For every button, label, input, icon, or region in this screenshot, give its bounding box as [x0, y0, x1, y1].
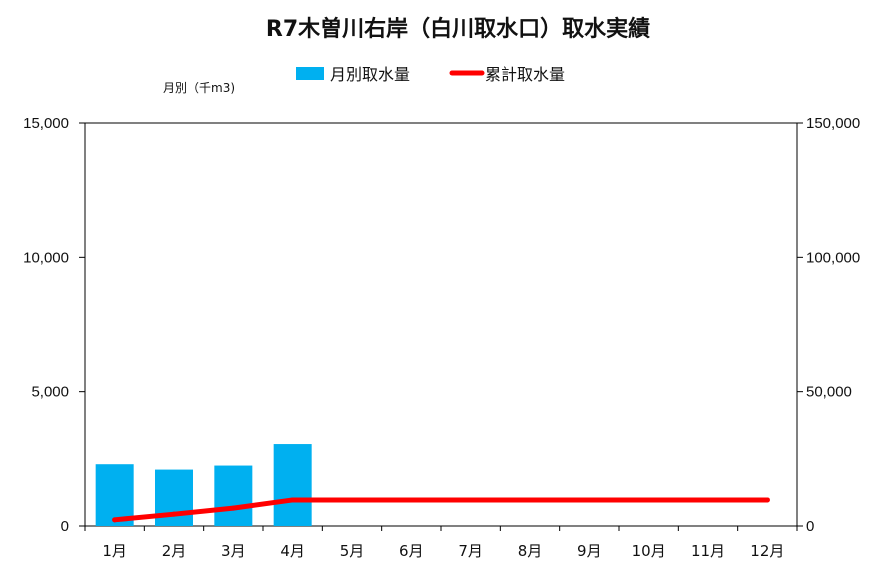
cumulative-point-1月: [112, 517, 118, 523]
left-axis-unit-label: 月別（千m3): [163, 81, 235, 95]
left-tick-label: 0: [61, 518, 69, 535]
x-axis: 1月 2月 3月 4月 5月 6月 7月 8月 9月 10月 11月 12月: [84, 526, 798, 560]
cumulative-point-7月: [468, 497, 474, 503]
chart-title: R7木曽川右岸（白川取水口）取水実績: [266, 16, 650, 42]
cumulative-point-9月: [586, 497, 592, 503]
x-tick-label: 12月: [750, 542, 784, 560]
right-tick-label: 100,000: [806, 249, 860, 266]
right-axis: 0 50,000 100,000 150,000: [797, 115, 860, 535]
x-tick-label: 5月: [340, 542, 365, 560]
left-tick-label: 15,000: [23, 115, 69, 132]
x-tick-label: 11月: [691, 542, 725, 560]
legend-swatch-monthly: [296, 67, 324, 80]
left-tick-label: 10,000: [23, 249, 69, 266]
right-tick-label: 50,000: [806, 384, 852, 401]
cumulative-line: [112, 497, 770, 523]
plot-area-frame: [84, 122, 798, 527]
right-tick-label: 150,000: [806, 115, 860, 132]
legend-label-monthly: 月別取水量: [330, 65, 410, 84]
x-tick-label: 4月: [280, 542, 305, 560]
x-tick-label: 2月: [162, 542, 187, 560]
legend: 月別取水量 累計取水量: [296, 65, 565, 84]
cumulative-point-4月: [290, 497, 296, 503]
cumulative-point-12月: [764, 497, 770, 503]
cumulative-point-5月: [349, 497, 355, 503]
right-tick-label: 0: [806, 518, 814, 535]
left-tick-label: 5,000: [31, 384, 69, 401]
cumulative-point-10月: [646, 497, 652, 503]
bar-3月: [214, 465, 253, 526]
cumulative-line-layer: [112, 497, 770, 523]
x-tick-label: 9月: [577, 542, 602, 560]
x-tick-label: 1月: [102, 542, 127, 560]
cumulative-point-6月: [408, 497, 414, 503]
x-tick-label: 6月: [399, 542, 424, 560]
cumulative-point-8月: [527, 497, 533, 503]
cumulative-point-3月: [230, 505, 236, 511]
x-tick-label: 7月: [458, 542, 483, 560]
x-tick-label: 3月: [221, 542, 246, 560]
bar-1月: [95, 464, 134, 526]
cumulative-point-11月: [705, 497, 711, 503]
bar-4月: [273, 444, 312, 526]
cumulative-point-2月: [171, 511, 177, 517]
x-tick-label: 10月: [632, 542, 666, 560]
monthly-bars: [95, 444, 312, 526]
legend-label-cumulative: 累計取水量: [485, 65, 565, 84]
x-tick-label: 8月: [518, 542, 543, 560]
left-axis: 0 5,000 10,000 15,000: [23, 115, 85, 535]
